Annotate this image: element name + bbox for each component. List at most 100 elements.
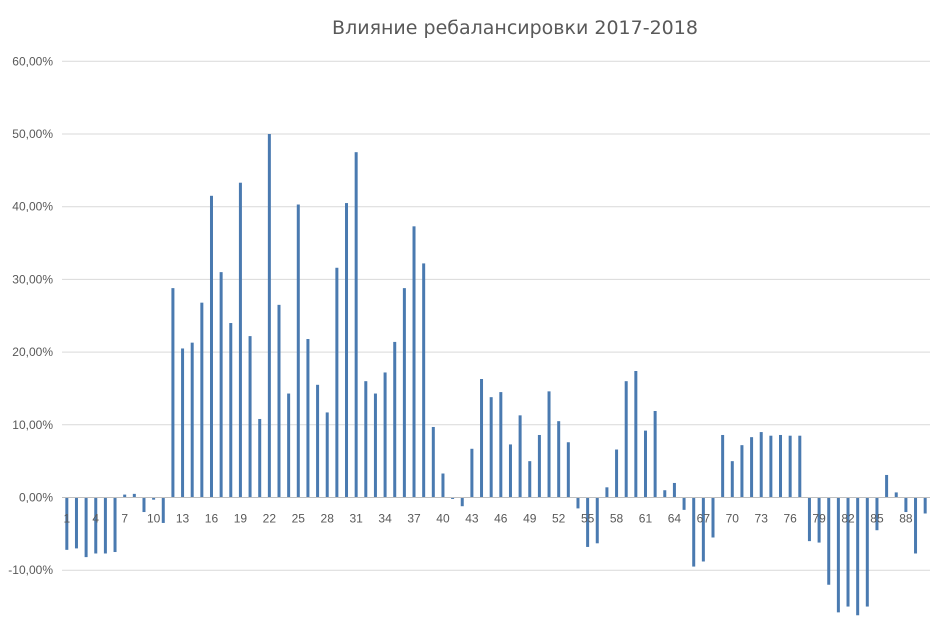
bars <box>65 134 927 616</box>
bar <box>827 497 831 585</box>
x-tick-label: 55 <box>581 512 595 526</box>
bar <box>653 410 657 498</box>
bar <box>74 497 78 549</box>
y-tick-label: 60,00% <box>12 54 53 68</box>
bar <box>161 497 165 523</box>
bar <box>923 497 927 514</box>
bar <box>383 372 387 498</box>
bar <box>508 444 512 498</box>
bar <box>730 461 734 498</box>
x-tick-label: 73 <box>755 512 769 526</box>
bar <box>373 393 377 498</box>
bar <box>431 426 435 498</box>
y-axis-ticks: 60,00% 50,00% 40,00% 30,00% 20,00% 10,00% 0,00… <box>8 54 53 577</box>
bar <box>846 497 850 607</box>
bar <box>663 490 667 498</box>
bar <box>460 497 464 507</box>
bar <box>451 497 455 499</box>
x-tick-label: 31 <box>349 512 363 526</box>
bar <box>701 497 705 562</box>
bar <box>354 152 358 498</box>
bar <box>219 272 223 498</box>
bar <box>325 412 329 498</box>
bar <box>750 437 754 498</box>
bar <box>393 341 397 498</box>
y-tick-label: 30,00% <box>12 272 53 286</box>
bar <box>402 288 406 498</box>
bar <box>470 448 474 498</box>
bar <box>605 487 609 498</box>
bar <box>885 474 889 498</box>
bar <box>103 497 107 554</box>
chart-title: Влияние ребалансировки 2017-2018 <box>332 17 698 39</box>
bar <box>200 302 204 498</box>
bar <box>557 421 561 498</box>
bar <box>65 497 69 550</box>
bar <box>740 445 744 498</box>
bar <box>798 435 802 498</box>
bar <box>759 432 763 498</box>
bar <box>576 497 580 509</box>
bar <box>152 497 156 500</box>
bar <box>132 493 136 498</box>
x-tick-label: 10 <box>147 512 161 526</box>
x-tick-label: 76 <box>783 512 797 526</box>
bar <box>586 497 590 547</box>
bar <box>682 497 686 510</box>
y-tick-label: 0,00% <box>19 491 53 505</box>
bar <box>779 434 783 498</box>
x-tick-label: 4 <box>92 512 99 526</box>
x-tick-label: 52 <box>552 512 566 526</box>
x-tick-label: 88 <box>899 512 913 526</box>
bar <box>566 442 570 498</box>
bar <box>480 379 484 498</box>
bar <box>287 393 291 498</box>
bar <box>672 482 676 498</box>
x-tick-label: 67 <box>697 512 711 526</box>
x-tick-label: 61 <box>639 512 653 526</box>
bar <box>113 497 117 553</box>
x-tick-label: 22 <box>263 512 277 526</box>
x-tick-label: 43 <box>465 512 479 526</box>
bar <box>643 430 647 498</box>
x-tick-label: 64 <box>668 512 682 526</box>
bar <box>904 497 908 513</box>
bar <box>209 195 213 498</box>
x-tick-label: 40 <box>436 512 450 526</box>
bar <box>865 497 869 607</box>
bar <box>190 342 194 498</box>
bar <box>518 415 522 498</box>
bar <box>769 435 773 498</box>
bar <box>345 203 349 498</box>
y-tick-label: 20,00% <box>12 345 53 359</box>
x-tick-label: 79 <box>812 512 826 526</box>
x-tick-label: 19 <box>234 512 248 526</box>
x-tick-label: 28 <box>321 512 335 526</box>
y-tick-label: 50,00% <box>12 127 53 141</box>
x-tick-label: 85 <box>870 512 884 526</box>
x-tick-label: 16 <box>205 512 219 526</box>
bar <box>316 384 320 498</box>
bar <box>692 497 696 567</box>
bar <box>836 497 840 613</box>
bar <box>277 304 281 498</box>
gridlines <box>62 60 930 571</box>
bar <box>624 381 628 498</box>
bar <box>238 182 242 498</box>
y-tick-label: 10,00% <box>12 418 53 432</box>
x-axis-ticks: 1 4 7 10 13 16 19 22 25 28 31 34 37 40 43 46 49 52 55 58 61 6… <box>63 512 912 526</box>
x-tick-label: 46 <box>494 512 508 526</box>
x-tick-label: 49 <box>523 512 537 526</box>
bar <box>296 204 300 498</box>
bar <box>856 497 860 616</box>
bar <box>181 348 185 498</box>
x-tick-label: 34 <box>378 512 392 526</box>
x-tick-label: 1 <box>63 512 70 526</box>
bar <box>306 339 310 498</box>
bar <box>547 391 551 498</box>
bar <box>817 497 821 543</box>
x-tick-label: 13 <box>176 512 190 526</box>
bar <box>894 492 898 498</box>
x-tick-label: 25 <box>292 512 306 526</box>
